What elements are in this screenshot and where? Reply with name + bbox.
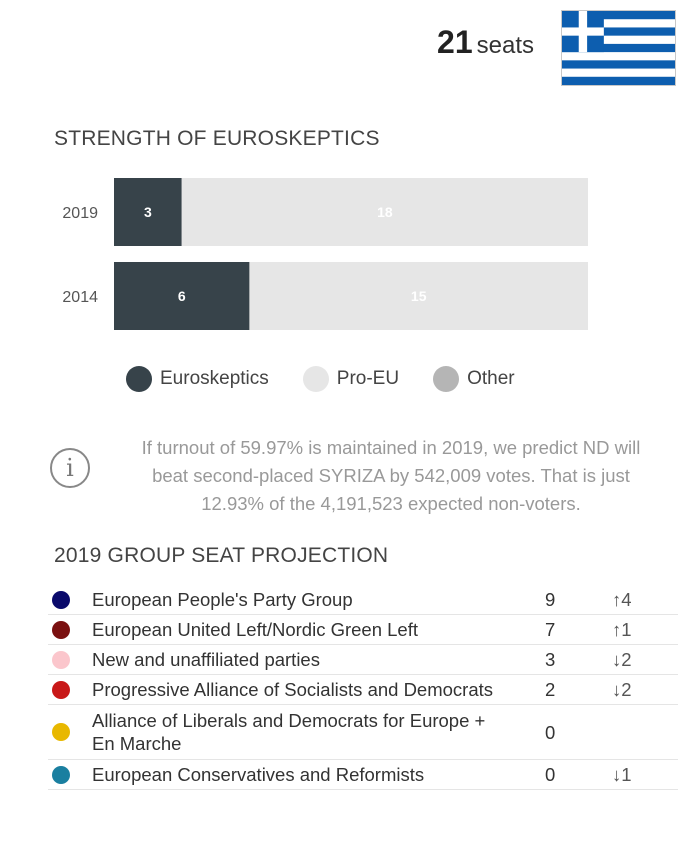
bar-pro-eu-2014 <box>249 262 588 330</box>
legend-label: Euroskeptics <box>160 368 269 389</box>
group-name-line: European United Left/Nordic Green Left <box>92 619 418 640</box>
group-name: Progressive Alliance of Socialists and D… <box>92 678 493 701</box>
legend-label: Other <box>467 368 515 389</box>
legend-item-euroskeptics: Euroskeptics <box>126 366 269 392</box>
group-name: Alliance of Liberals and Democrats for E… <box>92 709 485 755</box>
info-icon: i <box>50 448 90 488</box>
group-seats: 2 <box>545 679 556 700</box>
seat-count-unit: seats <box>476 32 534 59</box>
group-color-dot <box>52 723 70 741</box>
group-color-dot <box>52 590 70 609</box>
group-seats: 3 <box>545 649 556 670</box>
strength-title: STRENGTH OF EUROSKEPTICS <box>54 127 380 150</box>
projection-row: European Conservatives and Reformists 0 ↓1 <box>48 760 678 790</box>
group-seats: 0 <box>545 721 556 743</box>
info-line: 12.93% of the 4,191,523 expected non-vot… <box>201 493 581 514</box>
chart-legend: Euroskeptics Pro-EU Other <box>126 366 549 392</box>
group-color-dot <box>52 620 70 639</box>
group-name-line: Alliance of Liberals and Democrats for E… <box>92 710 486 731</box>
legend-item-pro-eu: Pro-EU <box>302 366 400 392</box>
group-seat-change: ↑4 <box>612 589 632 610</box>
group-name-line: European Conservatives and Reformists <box>92 764 425 785</box>
data-label-pro-eu-2014: 15 <box>411 288 427 304</box>
bar-pro-eu-2019 <box>181 178 588 246</box>
group-name-line: New and unaffiliated parties <box>92 649 320 670</box>
group-name: European United Left/Nordic Green Left <box>92 618 418 641</box>
group-name: New and unaffiliated parties <box>92 648 320 671</box>
group-color-dot <box>52 765 70 784</box>
projection-title: 2019 GROUP SEAT PROJECTION <box>54 544 389 567</box>
projection-row: Alliance of Liberals and Democrats for E… <box>48 705 678 760</box>
group-name-line: En Marche <box>92 733 182 754</box>
y-tick-label-2014: 2014 <box>62 289 98 306</box>
projection-row: European United Left/Nordic Green Left 7 ↑… <box>48 615 678 645</box>
group-seat-change: ↓2 <box>612 649 632 670</box>
legend-swatch <box>126 366 152 392</box>
info-text: If turnout of 59.97% is maintained in 20… <box>106 434 676 518</box>
data-label-euroskeptics-2019: 3 <box>144 204 152 220</box>
legend-item-other: Other <box>433 366 515 392</box>
y-tick-label-2019: 2019 <box>62 205 98 222</box>
projection-row: New and unaffiliated parties 3 ↓2 <box>48 645 678 675</box>
seat-projection-table: European People's Party Group 9 ↑4 European… <box>48 585 678 790</box>
group-seat-change: ↓1 <box>612 764 632 785</box>
legend-swatch <box>302 366 329 392</box>
group-color-dot <box>52 650 70 669</box>
data-label-euroskeptics-2014: 6 <box>178 288 186 304</box>
projection-row: Progressive Alliance of Socialists and D… <box>48 675 678 705</box>
info-line: If turnout of 59.97% is maintained in 20… <box>141 437 641 458</box>
projection-row: European People's Party Group 9 ↑4 <box>48 585 678 615</box>
group-seats: 0 <box>545 764 556 785</box>
group-seat-change: ↓2 <box>612 679 632 700</box>
legend-label: Pro-EU <box>336 368 400 389</box>
group-name: European Conservatives and Reformists <box>92 763 424 786</box>
info-line: beat second-placed SYRIZA by 542,009 vot… <box>152 465 630 486</box>
group-seat-change: ↑1 <box>612 619 632 640</box>
group-seats: 9 <box>545 589 556 610</box>
data-label-pro-eu-2019: 18 <box>377 204 393 220</box>
group-seats: 7 <box>545 619 556 640</box>
seat-count-number: 21 <box>437 24 473 60</box>
legend-swatch <box>433 366 460 392</box>
seat-count: 21 seats <box>437 24 534 61</box>
group-name: European People's Party Group <box>92 588 353 611</box>
group-color-dot <box>52 680 70 699</box>
euroskeptics-bar-chart: 2019 3 18 2014 6 15 <box>62 178 588 330</box>
group-name-line: European People's Party Group <box>92 589 353 610</box>
greece-flag-icon <box>561 10 676 86</box>
group-name-line: Progressive Alliance of Socialists and D… <box>92 679 494 700</box>
bar-euroskeptics-2019 <box>114 178 182 246</box>
bar-euroskeptics-2014 <box>114 262 250 330</box>
